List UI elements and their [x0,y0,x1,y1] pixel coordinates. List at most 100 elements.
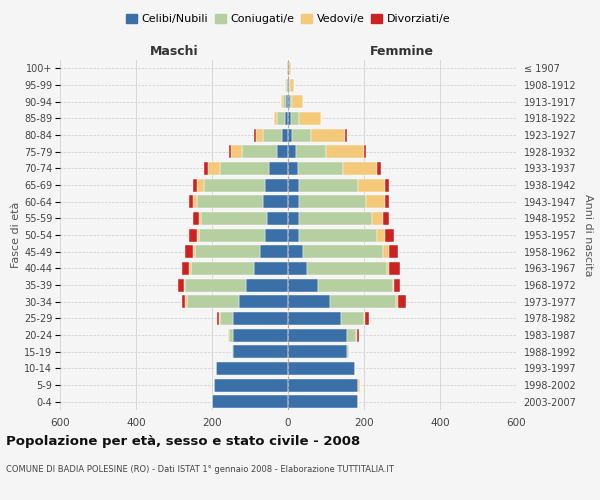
Bar [383,212,389,225]
Bar [287,62,288,75]
Bar [358,178,385,192]
Bar [200,212,267,225]
Bar [288,328,347,342]
Bar [289,78,290,92]
Bar [288,128,292,141]
Bar [283,95,286,108]
Bar [277,145,288,158]
Bar [217,312,219,325]
Bar [205,178,265,192]
Bar [288,295,330,308]
Bar [197,228,199,241]
Bar [343,162,377,175]
Bar [288,95,290,108]
Bar [232,345,233,358]
Bar [231,145,242,158]
Bar [288,112,291,125]
Bar [311,128,345,141]
Bar [193,212,199,225]
Bar [299,178,358,192]
Bar [269,162,288,175]
Bar [288,312,341,325]
Bar [330,295,397,308]
Bar [246,278,288,291]
Bar [185,245,193,258]
Bar [277,112,285,125]
Bar [307,262,387,275]
Text: Popolazione per età, sesso e stato civile - 2008: Popolazione per età, sesso e stato civil… [6,435,360,448]
Bar [212,395,288,408]
Text: Maschi: Maschi [149,44,199,58]
Bar [299,212,371,225]
Bar [182,295,185,308]
Bar [394,278,400,291]
Bar [220,162,269,175]
Bar [220,312,233,325]
Bar [389,245,398,258]
Bar [265,228,288,241]
Bar [385,195,389,208]
Bar [193,245,195,258]
Bar [347,345,349,358]
Bar [288,145,296,158]
Bar [383,245,389,258]
Bar [205,162,208,175]
Bar [233,312,288,325]
Bar [288,195,299,208]
Bar [260,245,288,258]
Bar [292,95,303,108]
Bar [299,112,322,125]
Bar [288,178,299,192]
Bar [233,328,288,342]
Bar [286,78,287,92]
Bar [233,345,288,358]
Bar [291,112,299,125]
Bar [189,195,193,208]
Bar [398,295,406,308]
Bar [288,345,347,358]
Bar [185,278,246,291]
Bar [357,328,359,342]
Bar [392,278,394,291]
Bar [287,78,288,92]
Bar [366,195,385,208]
Bar [193,195,197,208]
Bar [288,162,298,175]
Bar [288,395,358,408]
Bar [265,178,288,192]
Bar [288,378,358,392]
Bar [199,212,200,225]
Bar [288,245,303,258]
Bar [385,178,389,192]
Bar [189,262,191,275]
Bar [296,145,326,158]
Bar [242,145,277,158]
Bar [288,262,307,275]
Bar [288,212,299,225]
Legend: Celibi/Nubili, Coniugati/e, Vedovi/e, Divorziati/e: Celibi/Nubili, Coniugati/e, Vedovi/e, Di… [124,12,452,26]
Bar [281,95,283,108]
Bar [288,62,289,75]
Bar [345,128,347,141]
Bar [356,328,357,342]
Bar [290,78,294,92]
Bar [319,278,392,291]
Bar [371,212,383,225]
Bar [191,262,254,275]
Bar [216,362,288,375]
Bar [178,278,184,291]
Bar [347,328,356,342]
Bar [197,178,205,192]
Bar [219,312,220,325]
Bar [299,195,366,208]
Bar [299,228,377,241]
Bar [184,278,185,291]
Bar [254,262,288,275]
Bar [341,312,364,325]
Bar [389,262,400,275]
Bar [365,312,368,325]
Bar [254,128,256,141]
Text: COMUNE DI BADIA POLESINE (RO) - Dati ISTAT 1° gennaio 2008 - Elaborazione TUTTIT: COMUNE DI BADIA POLESINE (RO) - Dati IST… [6,465,394,474]
Bar [214,378,288,392]
Bar [239,295,288,308]
